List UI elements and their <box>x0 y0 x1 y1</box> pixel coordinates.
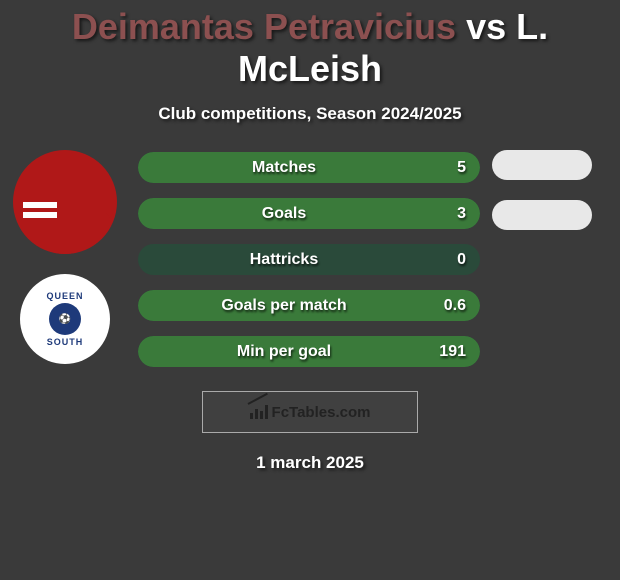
stat-value: 5 <box>430 159 480 177</box>
comparison-pill <box>492 150 592 180</box>
left-avatar-column: QUEEN ⚽ SOUTH <box>6 150 124 364</box>
stat-bar: Goals per match0.6 <box>138 290 480 321</box>
chart-icon <box>250 405 268 419</box>
club-crest: QUEEN ⚽ SOUTH <box>20 274 110 364</box>
stat-value: 191 <box>430 343 480 361</box>
stat-label: Matches <box>138 159 430 177</box>
crest-ball: ⚽ <box>49 303 81 335</box>
stat-value: 3 <box>430 205 480 223</box>
stat-label: Goals per match <box>138 297 430 315</box>
stat-label: Min per goal <box>138 343 430 361</box>
jersey-stripes <box>23 202 57 208</box>
title-p1: Deimantas Petravicius <box>72 6 456 47</box>
title-vs: vs <box>456 6 516 47</box>
brand-text: FcTables.com <box>272 404 371 421</box>
crest-bot: SOUTH <box>47 337 84 347</box>
crest-top: QUEEN <box>46 291 83 301</box>
page-title: Deimantas Petravicius vs L. McLeish <box>0 0 620 90</box>
stat-label: Hattricks <box>138 251 430 269</box>
stat-bar: Min per goal191 <box>138 336 480 367</box>
stat-bar: Matches5 <box>138 152 480 183</box>
stat-label: Goals <box>138 205 430 223</box>
comparison-pill <box>492 200 592 230</box>
subtitle: Club competitions, Season 2024/2025 <box>0 104 620 124</box>
player-avatar <box>13 150 117 254</box>
right-pills <box>492 150 602 230</box>
comparison-content: QUEEN ⚽ SOUTH Matches5 Goals3 Hattricks0 Go… <box>0 152 620 367</box>
jersey-shape <box>20 212 110 254</box>
stat-bar: Hattricks0 <box>138 244 480 275</box>
footer-date: 1 march 2025 <box>0 453 620 473</box>
stat-value: 0.6 <box>430 297 480 315</box>
stat-value: 0 <box>430 251 480 269</box>
stat-bars: Matches5Goals3Hattricks0Goals per match0… <box>138 152 480 367</box>
brand-box[interactable]: FcTables.com <box>202 391 418 433</box>
stat-bar: Goals3 <box>138 198 480 229</box>
